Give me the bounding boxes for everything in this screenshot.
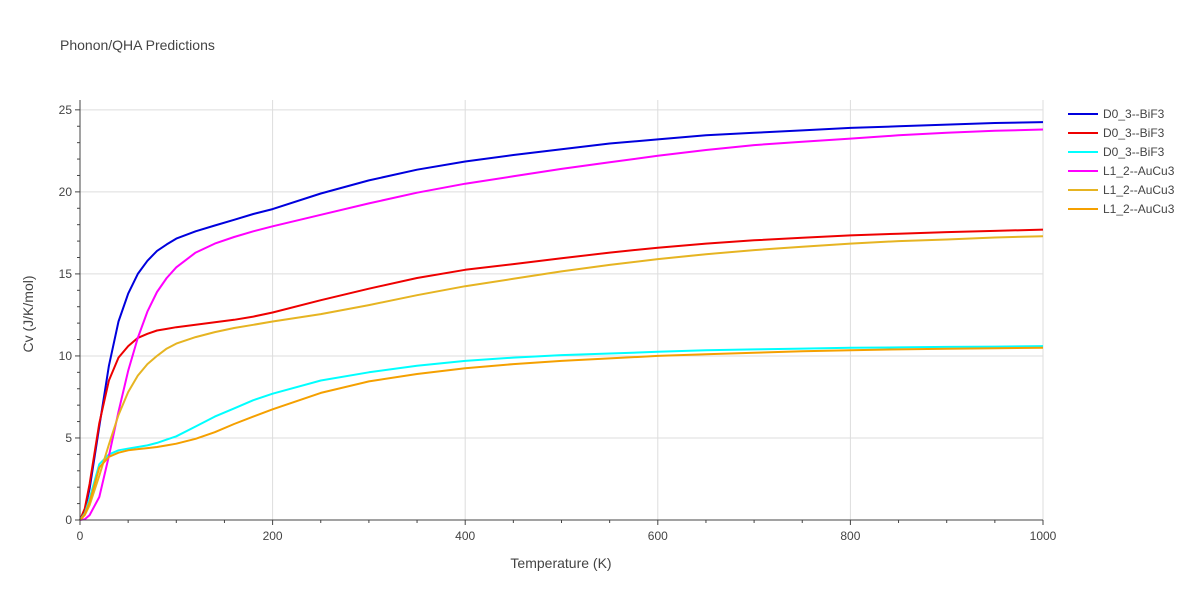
x-tick-label: 800 [840,529,860,543]
x-tick-label: 200 [263,529,283,543]
y-tick-label: 0 [65,513,72,527]
legend-item[interactable]: L1_2--AuCu3 [1068,183,1175,197]
grid [80,100,1044,520]
legend-label: L1_2--AuCu3 [1103,202,1175,216]
series-line-2 [79,228,1044,521]
series-line-1 [79,121,1044,521]
legend-item[interactable]: D0_3--BiF3 [1068,107,1165,121]
legend-label: L1_2--AuCu3 [1103,183,1175,197]
series-layer [79,121,1044,521]
x-tick-labels: 0 200 400 600 800 1000 [77,529,1057,543]
x-tick-label: 1000 [1030,529,1057,543]
series-line-5 [79,235,1044,521]
series-line-6 [79,346,1044,521]
series-line-3 [79,345,1044,521]
x-tick-label: 400 [455,529,475,543]
legend-label: D0_3--BiF3 [1103,107,1165,121]
x-axis-title: Temperature (K) [510,555,611,571]
legend-item[interactable]: L1_2--AuCu3 [1068,164,1175,178]
x-tick-label: 600 [648,529,668,543]
y-tick-label: 10 [59,349,73,363]
axes [75,100,1044,525]
legend-item[interactable]: L1_2--AuCu3 [1068,202,1175,216]
y-tick-label: 15 [59,267,73,281]
legend-item[interactable]: D0_3--BiF3 [1068,126,1165,140]
series-line-4 [79,128,1044,521]
legend-label: L1_2--AuCu3 [1103,164,1175,178]
y-tick-label: 25 [59,103,73,117]
y-tick-labels: 0 5 10 15 20 25 [59,103,73,527]
legend-label: D0_3--BiF3 [1103,126,1165,140]
y-axis-title: Cv (J/K/mol) [20,276,36,353]
legend-label: D0_3--BiF3 [1103,145,1165,159]
y-tick-label: 20 [59,185,73,199]
legend[interactable]: D0_3--BiF3 D0_3--BiF3 D0_3--BiF3 L1_2--AuCu… [1068,107,1175,216]
chart-title: Phonon/QHA Predictions [60,37,215,53]
x-tick-label: 0 [77,529,84,543]
legend-item[interactable]: D0_3--BiF3 [1068,145,1165,159]
y-tick-label: 5 [65,431,72,445]
